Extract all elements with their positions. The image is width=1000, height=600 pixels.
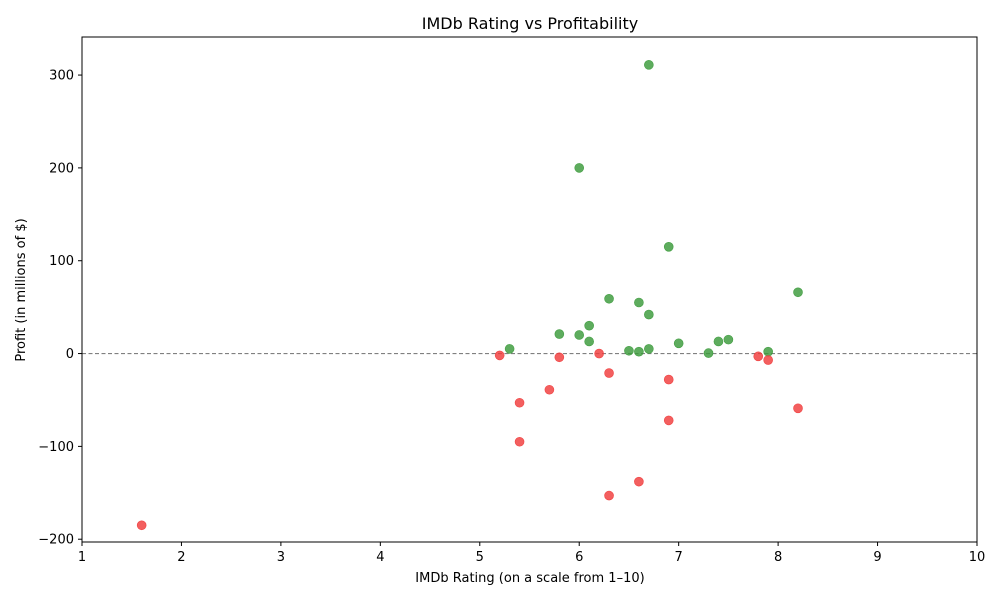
x-tick-label: 8 (774, 550, 782, 565)
data-point-loss (514, 397, 525, 408)
data-point-loss (663, 415, 674, 426)
x-tick-label: 3 (277, 550, 285, 565)
data-point-profit (624, 345, 634, 356)
y-tick-label: −200 (38, 533, 74, 548)
plot-frame (81, 36, 978, 543)
data-point-profit (604, 293, 614, 304)
data-point-loss (753, 351, 764, 362)
data-point-loss (594, 348, 604, 359)
data-point-profit (584, 320, 594, 331)
data-point-profit (703, 348, 714, 358)
chart-title: IMDb Rating vs Profitability (422, 14, 638, 33)
x-tick-label: 2 (177, 550, 185, 565)
y-tick-label: 300 (49, 69, 74, 84)
data-point-profit (673, 338, 684, 349)
y-tick-label: 0 (66, 347, 74, 362)
x-tick-label: 1 (78, 550, 86, 565)
data-point-loss (793, 403, 803, 414)
data-point-profit (634, 346, 644, 357)
y-tick-label: −100 (38, 440, 74, 455)
data-point-profit (504, 344, 515, 354)
data-point-profit (554, 329, 565, 339)
data-point-loss (494, 350, 505, 361)
data-point-loss (663, 374, 674, 385)
data-point-profit (644, 309, 654, 320)
data-point-loss (544, 384, 555, 395)
data-point-profit (663, 241, 674, 252)
data-point-loss (136, 520, 147, 531)
x-tick-label: 10 (969, 550, 986, 565)
data-point-profit (574, 163, 585, 173)
y-tick-label: 200 (49, 161, 74, 176)
data-point-loss (514, 436, 525, 447)
data-point-profit (634, 297, 644, 308)
x-tick-label: 5 (476, 550, 484, 565)
plot-area: 1 2 3 4 5 6 7 8 9 10 −200 −100 0 100 200 300 (38, 36, 986, 565)
x-tick-label: 9 (873, 550, 881, 565)
data-point-loss (604, 368, 614, 378)
data-point-profit (763, 346, 773, 357)
data-point-loss (634, 476, 644, 487)
data-point-profit (644, 60, 654, 70)
x-axis-label: IMDb Rating (on a scale from 1–10) (415, 571, 644, 586)
data-point-loss (554, 352, 565, 363)
y-tick-label: 100 (49, 254, 74, 269)
data-point-profit (793, 287, 803, 298)
data-point-profit (713, 336, 724, 347)
data-point-profit (584, 336, 594, 347)
data-point-profit (574, 330, 585, 340)
x-tick-label: 4 (376, 550, 384, 565)
data-point-profit (644, 344, 654, 354)
y-axis-label: Profit (in millions of $) (14, 218, 29, 361)
data-point-loss (763, 355, 773, 365)
data-point-loss (604, 490, 614, 501)
data-point-profit (723, 334, 734, 345)
x-tick-label: 6 (575, 550, 583, 565)
x-tick-label: 7 (675, 550, 683, 565)
